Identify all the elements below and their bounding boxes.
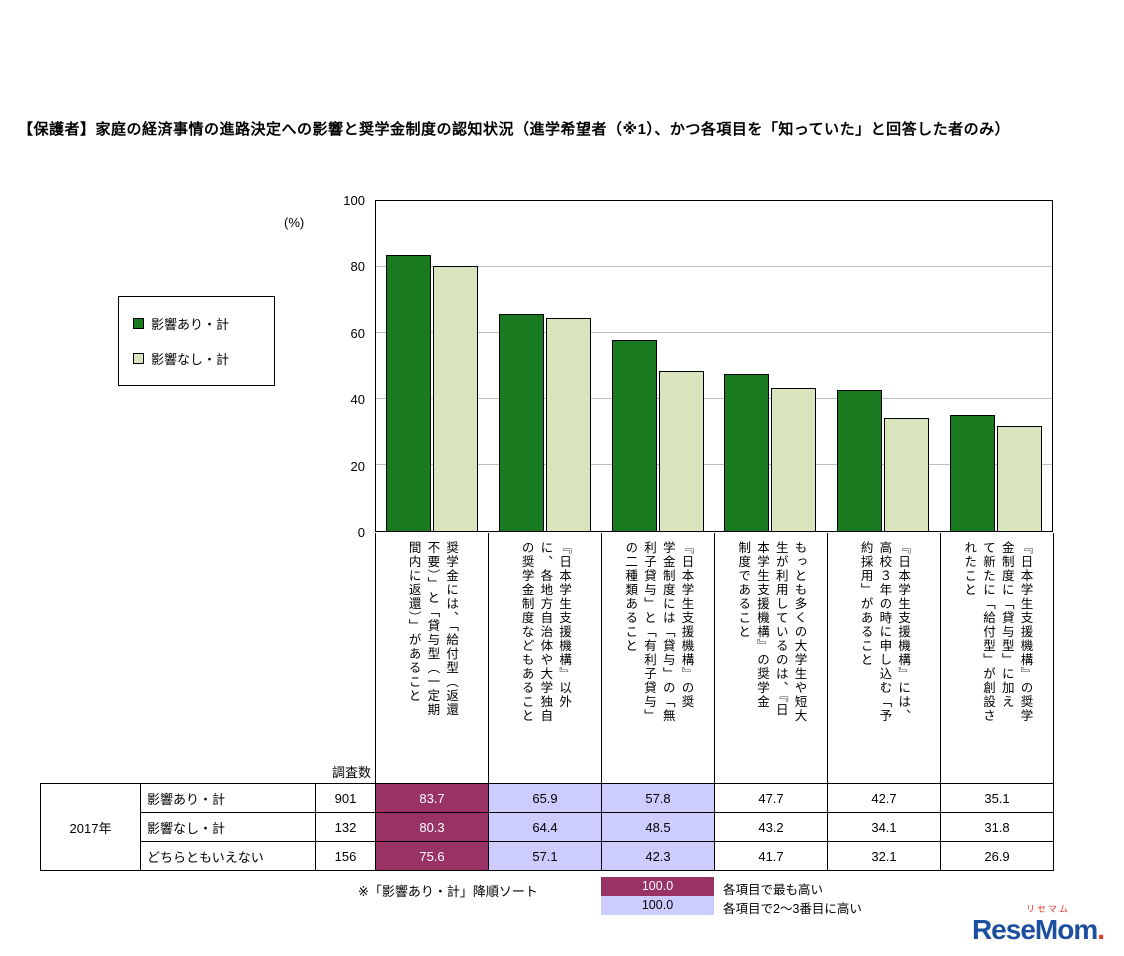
y-tick-label: 80 [350,259,365,275]
category-label: 奨学金には、「給付型（返還 不要）」と「貸与型（一定期 間内に返還）」があること [376,533,489,783]
value-cell: 83.7 [375,783,489,813]
category-label-text: もっとも多くの大学生や短大 生が利用しているのは、『日 本学生支援機構』の奨学金… [736,541,807,723]
value-cell: 57.1 [488,841,602,871]
bar-impact-yes [724,373,770,531]
category-label-text: 『日本学生支援機構』以外 に、各地方自治体や大学独自 の奨学金制度などもあること [519,541,572,723]
bar-impact-no [771,388,817,531]
table-row: 2017年 影響あり・計 901 83.7 65.9 57.8 47.7 42.7 35.1 [40,783,1054,871]
highlight-legend-swatch: 100.0 [601,896,714,915]
legend-swatch-icon [133,353,144,365]
chart-legend-item: 影響なし・計 [133,349,274,368]
highlight-legend-swatch: 100.0 [601,877,714,896]
bar-group [376,201,489,531]
value-cell: 42.3 [601,841,715,871]
value-cell: 31.8 [940,812,1054,842]
category-label-text: 『日本学生支援機構』の奨学 金制度に「貸与型」に加え て新たに「給付型」が創設さ… [962,541,1033,723]
y-axis: 0 20 40 60 80 100 [333,193,371,540]
bar-impact-yes [949,415,995,531]
resemom-logo: リセマム ReseMom. [971,903,1105,945]
y-tick-label: 40 [350,392,365,408]
category-label: もっとも多くの大学生や短大 生が利用しているのは、『日 本学生支援機構』の奨学金… [715,533,828,783]
value-cell: 80.3 [375,812,489,842]
logo-text: ReseMom [971,913,1098,945]
y-tick-label: 100 [343,193,365,208]
plot-area [375,200,1053,532]
category-label-text: 『日本学生支援機構』には、 高校３年の時に申し込む「予 約採用」があること [858,541,911,723]
table-row: 影響なし・計 132 80.3 64.4 48.5 43.2 34.1 31.8 [41,812,1054,842]
value-cell: 65.9 [488,783,602,813]
row-label: 影響あり・計 [140,783,316,813]
bar-impact-no [884,418,930,531]
bar-group [489,201,602,531]
category-axis-labels: 奨学金には、「給付型（返還 不要）」と「貸与型（一定期 間内に返還）」があること… [375,533,1054,783]
value-cell: 34.1 [827,812,941,842]
year-cell: 2017年 [40,783,141,871]
bar-impact-no [546,318,591,531]
bar-impact-no [433,266,479,531]
legend-label: 影響なし・計 [151,352,230,368]
logo-period: . [1097,913,1105,945]
value-cell: 43.2 [714,812,828,842]
highlight-legend: 100.0 各項目で最も高い 100.0 各項目で2～3番目に高い [601,877,1071,919]
legend-swatch-icon [133,317,144,329]
bar-impact-yes [499,313,544,531]
category-label-text: 奨学金には、「給付型（返還 不要）」と「貸与型（一定期 間内に返還）」があること [406,541,459,717]
gridline [376,332,1052,333]
logo-wordmark: ReseMom. [971,913,1105,945]
category-label: 『日本学生支援機構』の奨 学金制度には「貸与」の「無 利子貸与」と「有利子貸与」… [602,533,715,783]
bar-group [714,201,827,531]
gridline [376,398,1052,399]
survey-count-cell: 901 [315,783,376,813]
highlight-legend-label: 各項目で最も高い [723,883,824,897]
gridline [376,266,1052,267]
bar-group [939,201,1052,531]
chart-legend-item: 影響あり・計 [133,314,274,333]
bar-group [601,201,714,531]
value-cell: 26.9 [940,841,1054,871]
data-table: 2017年 影響あり・計 901 83.7 65.9 57.8 47.7 42.7 35.1 影響… [40,783,1054,871]
y-tick-label: 60 [350,325,365,341]
bar-impact-yes [386,254,432,531]
highlight-legend-label: 各項目で2～3番目に高い [723,902,862,916]
survey-count-cell: 132 [315,812,376,842]
category-label-text: 『日本学生支援機構』の奨 学金制度には「貸与」の「無 利子貸与」と「有利子貸与」… [623,541,694,723]
y-axis-unit-label: (%) [284,215,305,230]
survey-count-header: 調査数 [331,765,371,780]
bar-impact-yes [611,340,657,531]
value-cell: 57.8 [601,783,715,813]
value-cell: 41.7 [714,841,828,871]
chart-legend-box: 影響あり・計 影響なし・計 [118,296,275,386]
sort-note: ※「影響あり・計」降順ソート [358,884,538,899]
value-cell: 35.1 [940,783,1054,813]
bar-group [827,201,940,531]
category-label: 『日本学生支援機構』には、 高校３年の時に申し込む「予 約採用」があること [828,533,941,783]
value-cell: 48.5 [601,812,715,842]
value-cell: 47.7 [714,783,828,813]
value-cell: 42.7 [827,783,941,813]
bar-impact-no [658,370,704,531]
bar-impact-no [996,426,1042,531]
value-cell: 75.6 [375,841,489,871]
category-label: 『日本学生支援機構』の奨学 金制度に「貸与型」に加え て新たに「給付型」が創設さ… [941,533,1054,783]
row-label: 影響なし・計 [140,812,316,842]
logo-ruby-text: リセマム [1025,903,1070,914]
gridline [376,464,1052,465]
value-cell: 64.4 [488,812,602,842]
y-tick-label: 0 [357,525,365,540]
survey-count-cell: 156 [315,841,376,871]
row-label: どちらともいえない [140,841,316,871]
value-cell: 32.1 [827,841,941,871]
page-title: 【保護者】家庭の経済事情の進路決定への影響と奨学金制度の認知状況（進学希望者（※… [18,121,1011,138]
legend-label: 影響あり・計 [151,316,230,332]
category-label: 『日本学生支援機構』以外 に、各地方自治体や大学独自 の奨学金制度などもあること [489,533,602,783]
y-tick-label: 20 [350,458,365,474]
table-row: どちらともいえない 156 75.6 57.1 42.3 41.7 32.1 26.9 [41,841,1054,871]
bar-impact-yes [837,390,883,531]
